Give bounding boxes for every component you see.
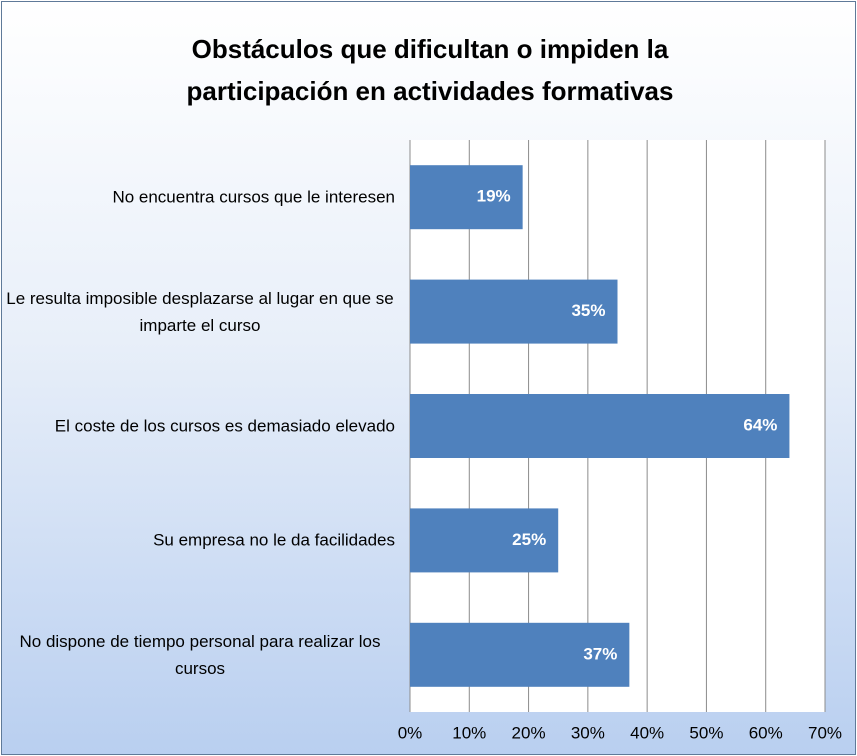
x-tick-label: 20% [512, 723, 546, 742]
x-tick-label: 70% [808, 723, 842, 742]
category-label-box: No encuentra cursos que le interesen [5, 184, 395, 211]
x-tick-label: 0% [398, 723, 423, 742]
chart-title: Obstáculos que dificultan o impiden la p… [186, 34, 674, 106]
y-tick-label: No dispone de tiempo personal para reali… [19, 631, 381, 678]
x-tick-label: 50% [689, 723, 723, 742]
x-tick-label: 10% [452, 723, 486, 742]
category-label-box: Su empresa no le da facilidades [5, 527, 395, 554]
value-label: 37% [583, 644, 617, 663]
y-tick-label: Le resulta imposible desplazarse al luga… [6, 288, 394, 335]
value-label: 35% [571, 301, 605, 320]
bar [410, 165, 523, 230]
bar [410, 508, 559, 573]
x-tick-label: 30% [571, 723, 605, 742]
bar [410, 622, 630, 687]
value-label: 25% [512, 530, 546, 549]
value-label: 19% [477, 187, 511, 206]
y-tick-label: El coste de los cursos es demasiado elev… [54, 416, 395, 436]
bar [410, 279, 618, 344]
bar [410, 394, 790, 458]
x-tick-label: 40% [630, 723, 664, 742]
value-label: 64% [743, 415, 777, 434]
category-label-box: Le resulta imposible desplazarse al luga… [5, 285, 395, 339]
y-tick-label: No encuentra cursos que le interesen [112, 187, 395, 207]
category-label-box: No dispone de tiempo personal para reali… [5, 628, 395, 682]
category-label-box: El coste de los cursos es demasiado elev… [5, 413, 395, 440]
y-tick-label: Su empresa no le da facilidades [153, 530, 395, 550]
x-tick-label: 60% [749, 723, 783, 742]
